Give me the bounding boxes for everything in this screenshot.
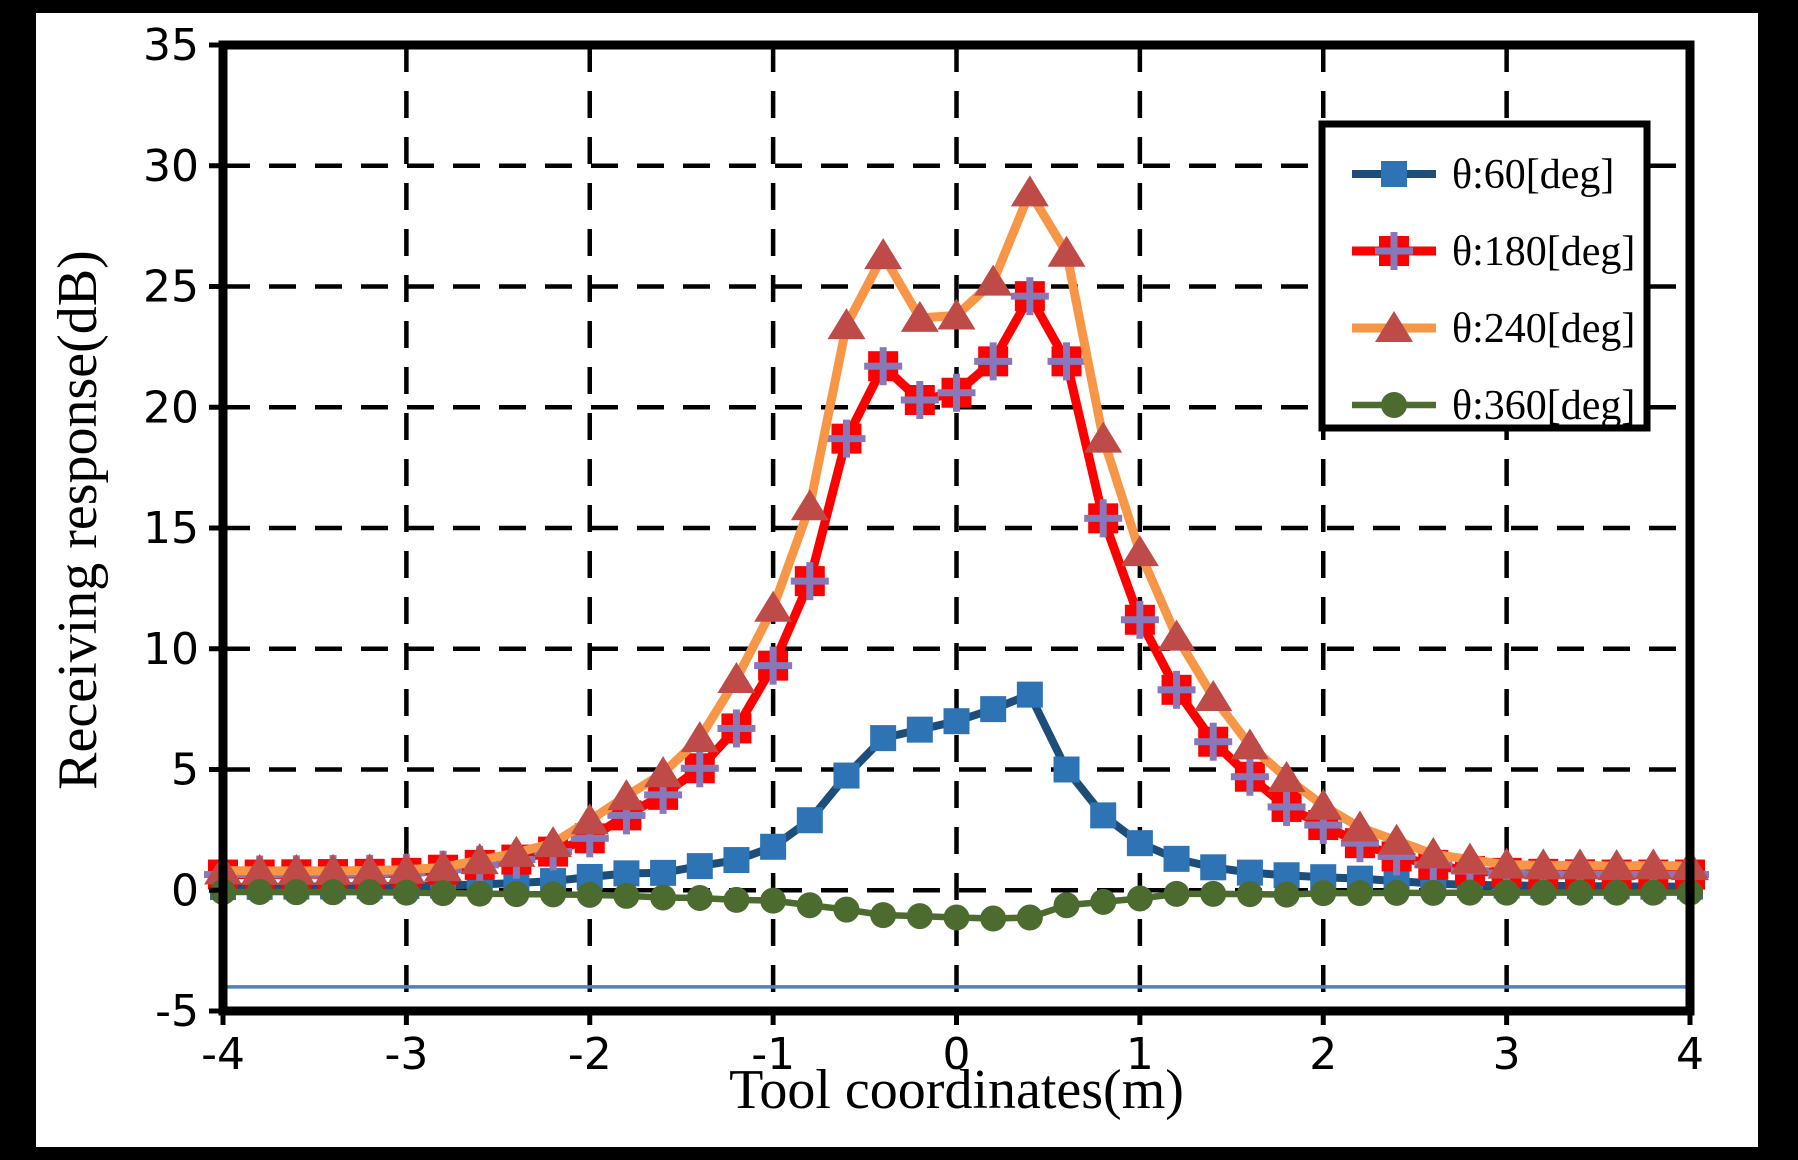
y-tick-label: 35 — [143, 20, 199, 71]
y-tick-label: 0 — [171, 865, 199, 916]
legend-label: θ:180[deg] — [1452, 229, 1635, 275]
x-tick-label: 3 — [1493, 1029, 1521, 1080]
legend-item-0: θ:60[deg] — [1352, 152, 1614, 198]
legend-item-2: θ:240[deg] — [1352, 306, 1635, 352]
legend-item-1: θ:180[deg] — [1352, 229, 1635, 275]
x-tick-label: -4 — [201, 1029, 245, 1080]
series-θ:360[deg] — [210, 878, 1703, 932]
y-tick-label: 10 — [143, 624, 199, 675]
y-tick-label: 15 — [143, 503, 199, 554]
x-tick-labels: -4 -3 -2 -1 0 1 2 3 4 — [201, 1029, 1704, 1080]
y-tick-label: 25 — [143, 262, 199, 313]
legend-label: θ:60[deg] — [1452, 152, 1614, 198]
x-axis-title: Tool coordinates(m) — [729, 1059, 1184, 1121]
y-tick-label: 20 — [143, 382, 199, 433]
legend-label: θ:240[deg] — [1452, 306, 1635, 352]
x-tick-label: 0 — [943, 1029, 971, 1080]
y-tick-label: 30 — [143, 141, 199, 192]
legend-item-3: θ:360[deg] — [1352, 383, 1635, 429]
legend-label: θ:360[deg] — [1452, 383, 1635, 429]
x-tick-label: 1 — [1126, 1029, 1154, 1080]
x-tick-label: -3 — [384, 1029, 428, 1080]
x-tick-label: -1 — [751, 1029, 795, 1080]
x-tick-label: -2 — [568, 1029, 612, 1080]
y-tick-labels: -5 0 5 10 15 20 25 30 35 — [143, 20, 199, 1037]
x-tick-label: 2 — [1309, 1029, 1337, 1080]
y-tick-label: -5 — [155, 986, 199, 1037]
x-tick-label: 4 — [1676, 1029, 1704, 1080]
legend: θ:60[deg] θ:180[deg] θ:240[deg] θ:360[deg] — [1318, 120, 1651, 432]
y-tick-label: 5 — [171, 745, 199, 796]
series-θ:240[deg] — [204, 175, 1709, 885]
axis-ticks — [209, 42, 1693, 1025]
